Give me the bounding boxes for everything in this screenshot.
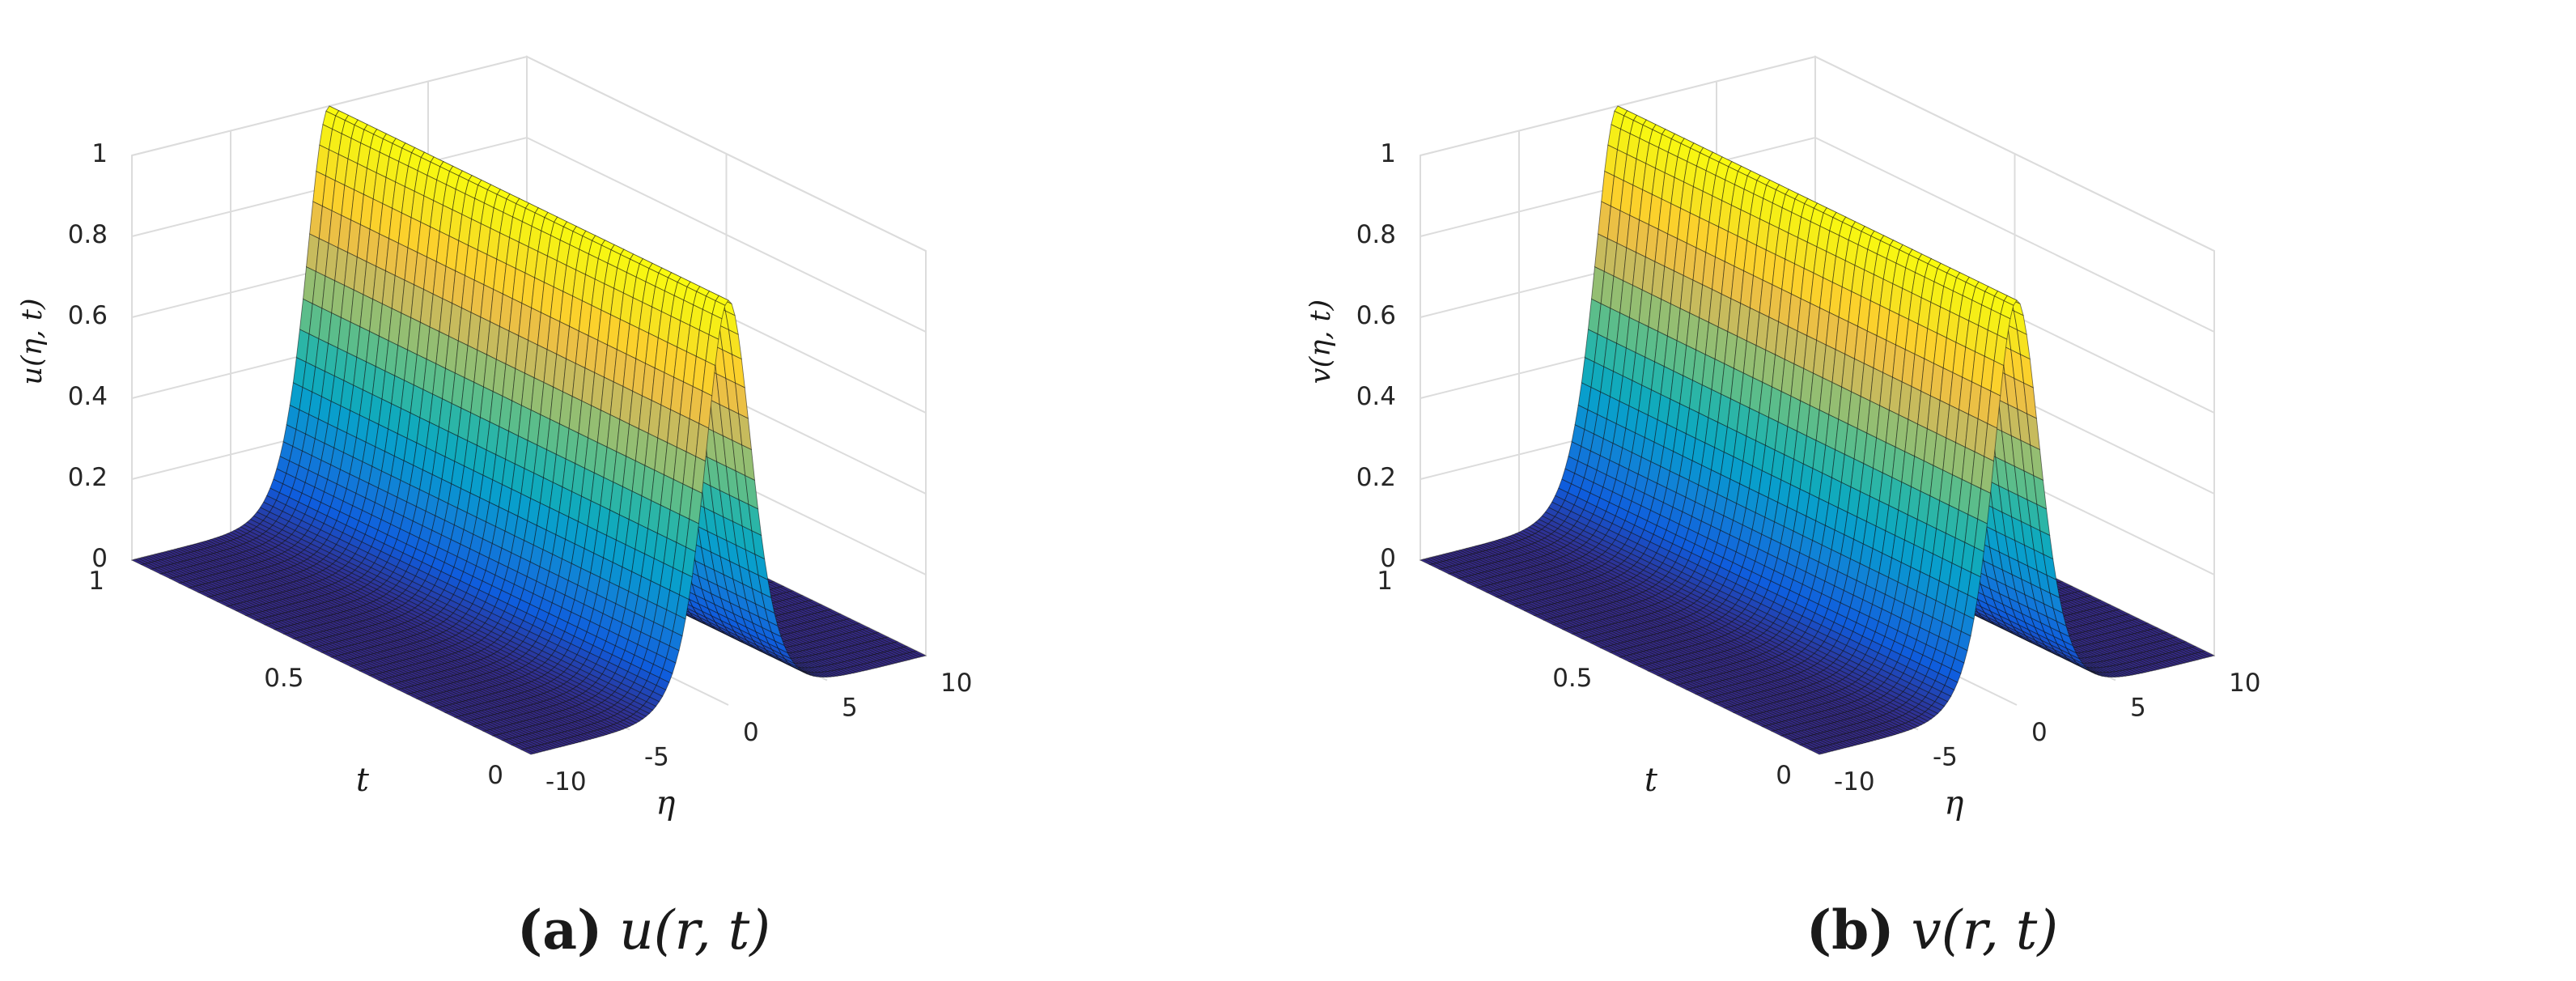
panel-a: 0 0.2 0.4 0.6 0.8 1 0 0.5 1 -10 -5 0 5 10 u(η, t) t η (a… [16, 55, 972, 962]
z-gridline [131, 136, 927, 333]
surface [130, 105, 927, 755]
z-gridline [131, 55, 927, 252]
